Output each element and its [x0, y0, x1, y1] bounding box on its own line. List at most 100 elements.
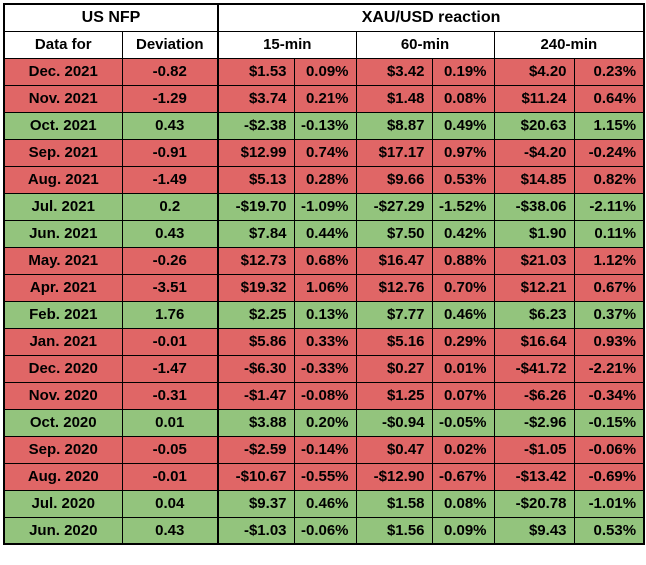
usd-60-cell: $9.66: [355, 165, 433, 194]
pct-240-cell: -0.34%: [573, 381, 645, 410]
pct-15-cell: -0.08%: [293, 381, 357, 410]
table-row: Jan. 2021 -0.01 $5.86 0.33% $5.16 0.29% $16.64…: [3, 327, 645, 356]
usd-60-cell: $3.42: [355, 57, 433, 86]
pct-60-cell: -1.52%: [431, 192, 495, 221]
table-row: Sep. 2020 -0.05 -$2.59 -0.14% $0.47 0.02% -$1.…: [3, 435, 645, 464]
data-for-cell: Aug. 2020: [3, 462, 123, 491]
pct-15-cell: 0.44%: [293, 219, 357, 248]
table-row: Sep. 2021 -0.91 $12.99 0.74% $17.17 0.97% -$4.…: [3, 138, 645, 167]
usd-15-cell: $12.99: [217, 138, 295, 167]
deviation-cell: -0.01: [121, 327, 219, 356]
pct-240-cell: -2.21%: [573, 354, 645, 383]
usd-15-cell: $2.25: [217, 300, 295, 329]
data-for-cell: Jan. 2021: [3, 327, 123, 356]
table-row: Aug. 2021 -1.49 $5.13 0.28% $9.66 0.53% $14.85…: [3, 165, 645, 194]
pct-15-cell: -0.55%: [293, 462, 357, 491]
deviation-cell: -1.29: [121, 84, 219, 113]
usd-60-cell: $7.77: [355, 300, 433, 329]
usd-240-cell: $20.63: [493, 111, 575, 140]
pct-60-cell: 0.53%: [431, 165, 495, 194]
pct-240-cell: -0.15%: [573, 408, 645, 437]
table-row: Feb. 2021 1.76 $2.25 0.13% $7.77 0.46% $6.23 0.…: [3, 300, 645, 329]
usd-15-cell: $7.84: [217, 219, 295, 248]
pct-60-cell: 0.88%: [431, 246, 495, 275]
pct-15-cell: 0.74%: [293, 138, 357, 167]
data-for-cell: Oct. 2020: [3, 408, 123, 437]
pct-15-cell: 0.13%: [293, 300, 357, 329]
pct-240-cell: 0.82%: [573, 165, 645, 194]
pct-60-cell: 0.01%: [431, 354, 495, 383]
data-for-cell: Dec. 2020: [3, 354, 123, 383]
data-for-cell: Sep. 2021: [3, 138, 123, 167]
usd-60-cell: $1.56: [355, 516, 433, 545]
usd-15-cell: $5.13: [217, 165, 295, 194]
data-for-cell: Sep. 2020: [3, 435, 123, 464]
pct-240-cell: 0.67%: [573, 273, 645, 302]
usd-240-cell: $6.23: [493, 300, 575, 329]
data-for-cell: Nov. 2021: [3, 84, 123, 113]
usd-240-cell: $11.24: [493, 84, 575, 113]
data-for-cell: May. 2021: [3, 246, 123, 275]
pct-240-cell: 0.93%: [573, 327, 645, 356]
usd-240-cell: $1.90: [493, 219, 575, 248]
usd-240-cell: -$20.78: [493, 489, 575, 518]
table-row: Jul. 2020 0.04 $9.37 0.46% $1.58 0.08% -$20.78…: [3, 489, 645, 518]
pct-60-cell: 0.02%: [431, 435, 495, 464]
data-for-cell: Jun. 2020: [3, 516, 123, 545]
table-row: May. 2021 -0.26 $12.73 0.68% $16.47 0.88% $21.…: [3, 246, 645, 275]
usd-240-cell: -$1.05: [493, 435, 575, 464]
usd-15-cell: $19.32: [217, 273, 295, 302]
data-for-cell: Apr. 2021: [3, 273, 123, 302]
usd-60-cell: $12.76: [355, 273, 433, 302]
deviation-cell: -0.05: [121, 435, 219, 464]
deviation-cell: 0.43: [121, 219, 219, 248]
col-15min-header: 15-min: [217, 30, 357, 59]
pct-240-cell: 1.15%: [573, 111, 645, 140]
deviation-cell: 0.2: [121, 192, 219, 221]
data-for-cell: Jul. 2020: [3, 489, 123, 518]
table-row: Oct. 2020 0.01 $3.88 0.20% -$0.94 -0.05% -$2.9…: [3, 408, 645, 437]
pct-240-cell: 0.23%: [573, 57, 645, 86]
usd-15-cell: $12.73: [217, 246, 295, 275]
table-row: Nov. 2021 -1.29 $3.74 0.21% $1.48 0.08% $11.24…: [3, 84, 645, 113]
pct-240-cell: 1.12%: [573, 246, 645, 275]
nfp-xauusd-table: US NFP XAU/USD reaction Data for Deviati…: [3, 3, 646, 545]
data-for-header: Data for: [3, 30, 123, 59]
deviation-cell: -0.31: [121, 381, 219, 410]
pct-15-cell: 1.06%: [293, 273, 357, 302]
deviation-cell: -0.26: [121, 246, 219, 275]
pct-60-cell: 0.19%: [431, 57, 495, 86]
usd-60-cell: $1.58: [355, 489, 433, 518]
usd-15-cell: $9.37: [217, 489, 295, 518]
col-240min-header: 240-min: [493, 30, 645, 59]
pct-15-cell: 0.20%: [293, 408, 357, 437]
data-for-cell: Nov. 2020: [3, 381, 123, 410]
pct-240-cell: -1.01%: [573, 489, 645, 518]
pct-240-cell: -2.11%: [573, 192, 645, 221]
table-row: Oct. 2021 0.43 -$2.38 -0.13% $8.87 0.49% $20.6…: [3, 111, 645, 140]
us-nfp-group-header: US NFP: [3, 3, 219, 32]
usd-15-cell: -$19.70: [217, 192, 295, 221]
table-row: Jun. 2020 0.43 -$1.03 -0.06% $1.56 0.09% $9.43…: [3, 516, 645, 545]
usd-15-cell: -$2.38: [217, 111, 295, 140]
table-row: Dec. 2021 -0.82 $1.53 0.09% $3.42 0.19% $4.20 0…: [3, 57, 645, 86]
deviation-cell: 0.04: [121, 489, 219, 518]
usd-15-cell: -$1.47: [217, 381, 295, 410]
usd-240-cell: -$38.06: [493, 192, 575, 221]
usd-15-cell: $1.53: [217, 57, 295, 86]
usd-240-cell: -$2.96: [493, 408, 575, 437]
usd-60-cell: $5.16: [355, 327, 433, 356]
data-for-cell: Feb. 2021: [3, 300, 123, 329]
pct-60-cell: 0.70%: [431, 273, 495, 302]
pct-60-cell: -0.05%: [431, 408, 495, 437]
deviation-cell: 1.76: [121, 300, 219, 329]
pct-60-cell: 0.46%: [431, 300, 495, 329]
pct-15-cell: -1.09%: [293, 192, 357, 221]
table-body: Dec. 2021 -0.82 $1.53 0.09% $3.42 0.19% $4.20 0…: [3, 57, 645, 545]
pct-60-cell: 0.08%: [431, 489, 495, 518]
pct-15-cell: -0.33%: [293, 354, 357, 383]
usd-15-cell: $3.88: [217, 408, 295, 437]
pct-15-cell: 0.21%: [293, 84, 357, 113]
usd-15-cell: $5.86: [217, 327, 295, 356]
pct-240-cell: -0.06%: [573, 435, 645, 464]
